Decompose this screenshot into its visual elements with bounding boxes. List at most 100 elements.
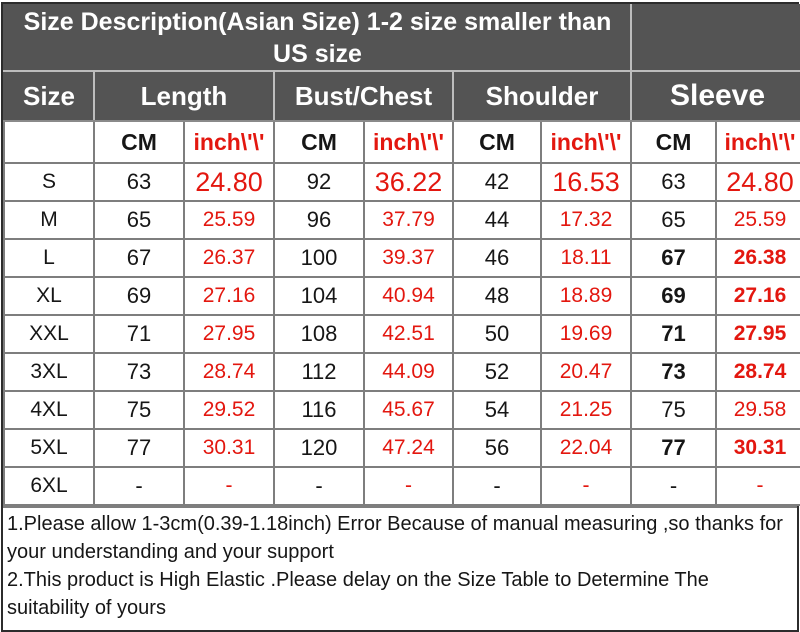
inch-value-cell: 24.80 xyxy=(183,162,275,202)
inch-value-cell: - xyxy=(715,466,800,506)
cm-value-cell: 42 xyxy=(452,162,542,202)
inch-value-cell: 18.89 xyxy=(539,276,633,316)
cm-value-cell: 104 xyxy=(273,276,365,316)
inch-value-cell: 40.94 xyxy=(363,276,454,316)
unit-cm-label: CM xyxy=(630,120,718,164)
size-cell: 5XL xyxy=(3,428,95,468)
cm-value-cell: 69 xyxy=(93,276,185,316)
size-cell: 6XL xyxy=(3,466,95,506)
inch-value-cell: 27.16 xyxy=(715,276,800,316)
inch-value-cell: 30.31 xyxy=(183,428,275,468)
unit-inch-label: inch\'\' xyxy=(183,120,275,164)
size-cell: XXL xyxy=(3,314,95,354)
inch-value-cell: 27.95 xyxy=(715,314,800,354)
size-table-body: S 63 24.80 92 36.22 42 16.53 63 24.80 M 65 25.59 96 3… xyxy=(3,162,800,506)
measurement-notes: 1.Please allow 1-3cm(0.39-1.18inch) Erro… xyxy=(3,506,797,630)
size-cell: 3XL xyxy=(3,352,95,392)
inch-value-cell: - xyxy=(363,466,454,506)
size-cell: 4XL xyxy=(3,390,95,430)
cm-value-cell: 69 xyxy=(630,276,718,316)
table-row: S 63 24.80 92 36.22 42 16.53 63 24.80 xyxy=(3,162,800,202)
inch-value-cell: 25.59 xyxy=(183,200,275,240)
inch-value-cell: 30.31 xyxy=(715,428,800,468)
note-line: 1.Please allow 1-3cm(0.39-1.18inch) Erro… xyxy=(7,513,783,563)
table-row: XL 69 27.16 104 40.94 48 18.89 69 27.16 xyxy=(3,276,800,316)
table-row: 4XL 75 29.52 116 45.67 54 21.25 75 29.58 xyxy=(3,390,800,430)
cm-value-cell: 65 xyxy=(93,200,185,240)
cm-value-cell: 71 xyxy=(93,314,185,354)
cm-value-cell: 46 xyxy=(452,238,542,278)
inch-value-cell: 29.52 xyxy=(183,390,275,430)
column-header-bust-chest: Bust/Chest xyxy=(273,70,454,122)
inch-value-cell: 25.59 xyxy=(715,200,800,240)
table-row: M 65 25.59 96 37.79 44 17.32 65 25.59 xyxy=(3,200,800,240)
inch-value-cell: 45.67 xyxy=(363,390,454,430)
cm-value-cell: - xyxy=(273,466,365,506)
cm-value-cell: 63 xyxy=(630,162,718,202)
inch-value-cell: 29.58 xyxy=(715,390,800,430)
inch-value-cell: 27.95 xyxy=(183,314,275,354)
unit-cm-label: CM xyxy=(273,120,365,164)
cm-value-cell: 67 xyxy=(630,238,718,278)
page-title: Size Description(Asian Size) 1-2 size sm… xyxy=(2,4,633,72)
inch-value-cell: 44.09 xyxy=(363,352,454,392)
inch-value-cell: 39.37 xyxy=(363,238,454,278)
inch-value-cell: 24.80 xyxy=(715,162,800,202)
inch-value-cell: 42.51 xyxy=(363,314,454,354)
size-cell: S xyxy=(3,162,95,202)
unit-inch-label: inch\'\' xyxy=(715,120,800,164)
cm-value-cell: 67 xyxy=(93,238,185,278)
cm-value-cell: 77 xyxy=(630,428,718,468)
cm-value-cell: 116 xyxy=(273,390,365,430)
inch-value-cell: 21.25 xyxy=(539,390,633,430)
inch-value-cell: 26.37 xyxy=(183,238,275,278)
cm-value-cell: 92 xyxy=(273,162,365,202)
cm-value-cell: 75 xyxy=(630,390,718,430)
unit-cm-label: CM xyxy=(93,120,185,164)
title-spacer-cell xyxy=(630,4,800,72)
cm-value-cell: - xyxy=(452,466,542,506)
inch-value-cell: 18.11 xyxy=(539,238,633,278)
cm-value-cell: 75 xyxy=(93,390,185,430)
cm-value-cell: 112 xyxy=(273,352,365,392)
column-header-shoulder: Shoulder xyxy=(451,70,633,122)
inch-value-cell: 22.04 xyxy=(539,428,633,468)
inch-value-cell: - xyxy=(539,466,633,506)
cm-value-cell: 71 xyxy=(630,314,718,354)
cm-value-cell: 96 xyxy=(273,200,365,240)
inch-value-cell: 17.32 xyxy=(539,200,633,240)
unit-cm-label: CM xyxy=(452,120,542,164)
cm-value-cell: 65 xyxy=(630,200,718,240)
table-row: 5XL 77 30.31 120 47.24 56 22.04 77 30.31 xyxy=(3,428,800,468)
inch-value-cell: 20.47 xyxy=(539,352,633,392)
table-row: L 67 26.37 100 39.37 46 18.11 67 26.38 xyxy=(3,238,800,278)
cm-value-cell: 56 xyxy=(452,428,542,468)
size-cell: M xyxy=(3,200,95,240)
cm-value-cell: 120 xyxy=(273,428,365,468)
cm-value-cell: 48 xyxy=(452,276,542,316)
cm-value-cell: - xyxy=(630,466,718,506)
inch-value-cell: 19.69 xyxy=(539,314,633,354)
inch-value-cell: 28.74 xyxy=(183,352,275,392)
size-table: Size Description(Asian Size) 1-2 size sm… xyxy=(2,4,800,506)
cm-value-cell: 63 xyxy=(93,162,185,202)
unit-inch-label: inch\'\' xyxy=(539,120,633,164)
inch-value-cell: 27.16 xyxy=(183,276,275,316)
column-header-length: Length xyxy=(93,70,275,122)
table-row: 6XL - - - - - - - - xyxy=(3,466,800,506)
inch-value-cell: 37.79 xyxy=(363,200,454,240)
cm-value-cell: 44 xyxy=(452,200,542,240)
unit-header-row: CM inch\'\' CM inch\'\' CM inch\'\' CM i… xyxy=(3,120,800,164)
inch-value-cell: 26.38 xyxy=(715,238,800,278)
inch-value-cell: 28.74 xyxy=(715,352,800,392)
cm-value-cell: 50 xyxy=(452,314,542,354)
cm-value-cell: 52 xyxy=(452,352,542,392)
inch-value-cell: - xyxy=(183,466,275,506)
cm-value-cell: 73 xyxy=(630,352,718,392)
cm-value-cell: 100 xyxy=(273,238,365,278)
inch-value-cell: 47.24 xyxy=(363,428,454,468)
cm-value-cell: - xyxy=(93,466,185,506)
size-cell: L xyxy=(3,238,95,278)
column-header-size: Size xyxy=(3,70,95,122)
